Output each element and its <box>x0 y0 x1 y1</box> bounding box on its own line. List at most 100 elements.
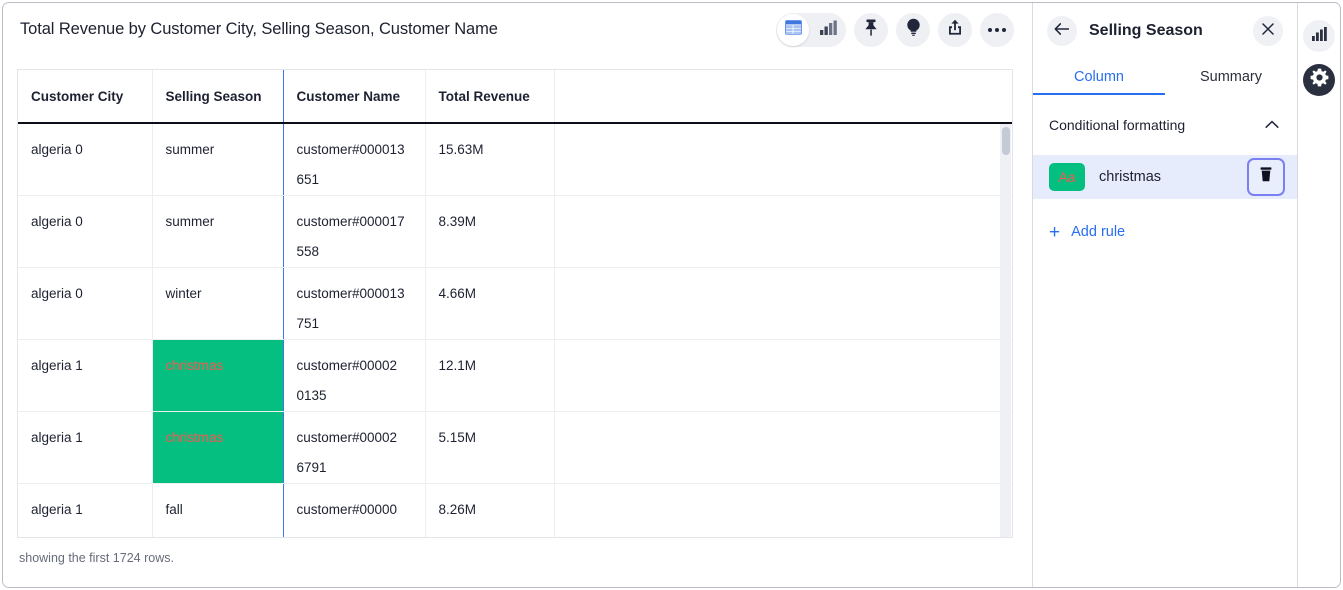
arrow-left-icon <box>1054 22 1070 41</box>
cell-customer-city: algeria 1 <box>18 483 153 537</box>
cell-customer-name: customer#000013 751 <box>283 267 426 340</box>
tab-active-indicator <box>1033 92 1165 95</box>
cell-customer-name-line1: customer#00002 <box>296 430 398 445</box>
chevron-up-icon[interactable] <box>1265 116 1279 134</box>
conditional-formatting-section-header[interactable]: Conditional formatting <box>1033 111 1297 139</box>
cell-customer-name-line1: customer#00002 <box>296 358 398 373</box>
column-header-filler <box>554 70 1012 124</box>
cell-filler <box>554 339 1012 412</box>
add-rule-button[interactable]: + Add rule <box>1033 215 1297 249</box>
cell-customer-name-line1: customer#000017 <box>296 214 405 229</box>
add-rule-label: Add rule <box>1071 224 1126 240</box>
cell-customer-city: algeria 0 <box>18 195 153 268</box>
table-row[interactable]: algeria 1 christmas customer#00002 6791 5… <box>18 411 1012 484</box>
close-icon <box>1262 22 1274 40</box>
cell-customer-name: customer#000013 651 <box>283 123 426 196</box>
rule-color-swatch[interactable]: Aa <box>1049 163 1085 191</box>
cell-customer-name: customer#000017 558 <box>283 195 426 268</box>
table-view-button[interactable] <box>776 13 811 47</box>
rail-chart-button[interactable] <box>1303 20 1335 52</box>
data-table: Customer City Selling Season Customer Na… <box>18 70 1012 537</box>
table-header-row: Customer City Selling Season Customer Na… <box>18 70 1012 124</box>
panel-back-button[interactable] <box>1047 16 1077 46</box>
bar-chart-icon <box>820 20 837 40</box>
cell-total-revenue: 15.63M <box>425 123 555 196</box>
panel-title: Selling Season <box>1089 22 1203 39</box>
column-header-selling-season[interactable]: Selling Season <box>151 70 284 124</box>
gear-icon <box>1310 68 1329 92</box>
visualization-panel: Total Revenue by Customer City, Selling … <box>3 3 1033 587</box>
conditional-format-rule-row[interactable]: Aa christmas <box>1033 155 1297 199</box>
visualization-toolbar <box>776 12 1014 47</box>
column-settings-panel: Selling Season Column Summary Conditiona… <box>1033 3 1298 587</box>
pin-icon <box>863 19 879 41</box>
cell-customer-city: algeria 1 <box>18 411 153 484</box>
cell-customer-name: customer#00000 <box>283 483 426 537</box>
chart-view-button[interactable] <box>811 13 846 47</box>
column-header-total-revenue[interactable]: Total Revenue <box>425 70 555 124</box>
rail-settings-button[interactable] <box>1303 64 1335 96</box>
table-row[interactable]: algeria 0 summer customer#000013 651 15.6… <box>18 123 1012 196</box>
cell-filler <box>554 195 1012 268</box>
cell-customer-name-line2: 751 <box>296 316 320 331</box>
cell-customer-name-line2: 0135 <box>296 388 327 403</box>
data-table-container: Customer City Selling Season Customer Na… <box>17 69 1013 538</box>
bar-chart-icon <box>1311 26 1327 46</box>
rule-label: christmas <box>1099 169 1162 185</box>
insights-button[interactable] <box>896 12 930 47</box>
table-row[interactable]: algeria 1 christmas customer#00002 0135 1… <box>18 339 1012 412</box>
right-icon-rail <box>1298 3 1340 587</box>
delete-rule-button[interactable] <box>1247 158 1285 196</box>
cell-selling-season-highlighted: christmas <box>151 411 284 484</box>
cell-selling-season: summer <box>151 195 284 268</box>
panel-body: Conditional formatting Aa christmas <box>1033 95 1297 249</box>
tab-column[interactable]: Column <box>1074 69 1124 85</box>
cell-total-revenue: 4.66M <box>425 267 555 340</box>
cell-customer-name: customer#00002 6791 <box>283 411 426 484</box>
table-row[interactable]: algeria 1 fall customer#00000 8.26M <box>18 483 1012 537</box>
cell-selling-season-highlighted: christmas <box>151 339 284 412</box>
cell-selling-season: winter <box>151 267 284 340</box>
column-header-customer-city[interactable]: Customer City <box>18 70 153 124</box>
cell-customer-name-line2: 6791 <box>296 460 327 475</box>
visualization-header: Total Revenue by Customer City, Selling … <box>3 3 1032 56</box>
panel-tabs: Column Summary <box>1033 59 1297 95</box>
cell-customer-city: algeria 0 <box>18 267 153 340</box>
cell-customer-city: algeria 0 <box>18 123 153 196</box>
table-row[interactable]: algeria 0 winter customer#000013 751 4.66… <box>18 267 1012 340</box>
row-count-note: showing the first 1724 rows. <box>19 551 174 565</box>
cell-customer-name-line1: customer#000013 <box>296 142 405 157</box>
table-scrollbar-thumb[interactable] <box>1002 127 1010 155</box>
section-title: Conditional formatting <box>1049 117 1186 133</box>
cell-total-revenue: 8.39M <box>425 195 555 268</box>
table-icon <box>785 19 802 40</box>
page-title: Total Revenue by Customer City, Selling … <box>20 20 498 38</box>
view-mode-toggle[interactable] <box>776 12 846 47</box>
cell-selling-season: fall <box>151 483 284 537</box>
cell-customer-name-line1: customer#00000 <box>296 502 398 517</box>
table-row[interactable]: algeria 0 summer customer#000017 558 8.39… <box>18 195 1012 268</box>
cell-customer-name-line1: customer#000013 <box>296 286 405 301</box>
tab-summary[interactable]: Summary <box>1199 69 1263 85</box>
cell-customer-name: customer#00002 0135 <box>283 339 426 412</box>
more-horizontal-icon <box>988 27 1006 32</box>
panel-close-button[interactable] <box>1253 16 1283 46</box>
table-vertical-scrollbar[interactable] <box>1000 124 1011 537</box>
cell-filler <box>554 411 1012 484</box>
panel-header: Selling Season <box>1033 3 1297 59</box>
cell-customer-city: algeria 1 <box>18 339 153 412</box>
cell-selling-season: summer <box>151 123 284 196</box>
pin-button[interactable] <box>854 12 888 47</box>
cell-total-revenue: 5.15M <box>425 411 555 484</box>
more-options-button[interactable] <box>980 12 1014 47</box>
cell-customer-name-line2: 558 <box>296 244 320 259</box>
trash-icon <box>1259 167 1273 187</box>
cell-total-revenue: 12.1M <box>425 339 555 412</box>
cell-customer-name-line2: 651 <box>296 172 320 187</box>
cell-total-revenue: 8.26M <box>425 483 555 537</box>
share-button[interactable] <box>938 12 972 47</box>
cell-filler <box>554 123 1012 196</box>
column-header-customer-name[interactable]: Customer Name <box>283 70 426 124</box>
cell-filler <box>554 267 1012 340</box>
